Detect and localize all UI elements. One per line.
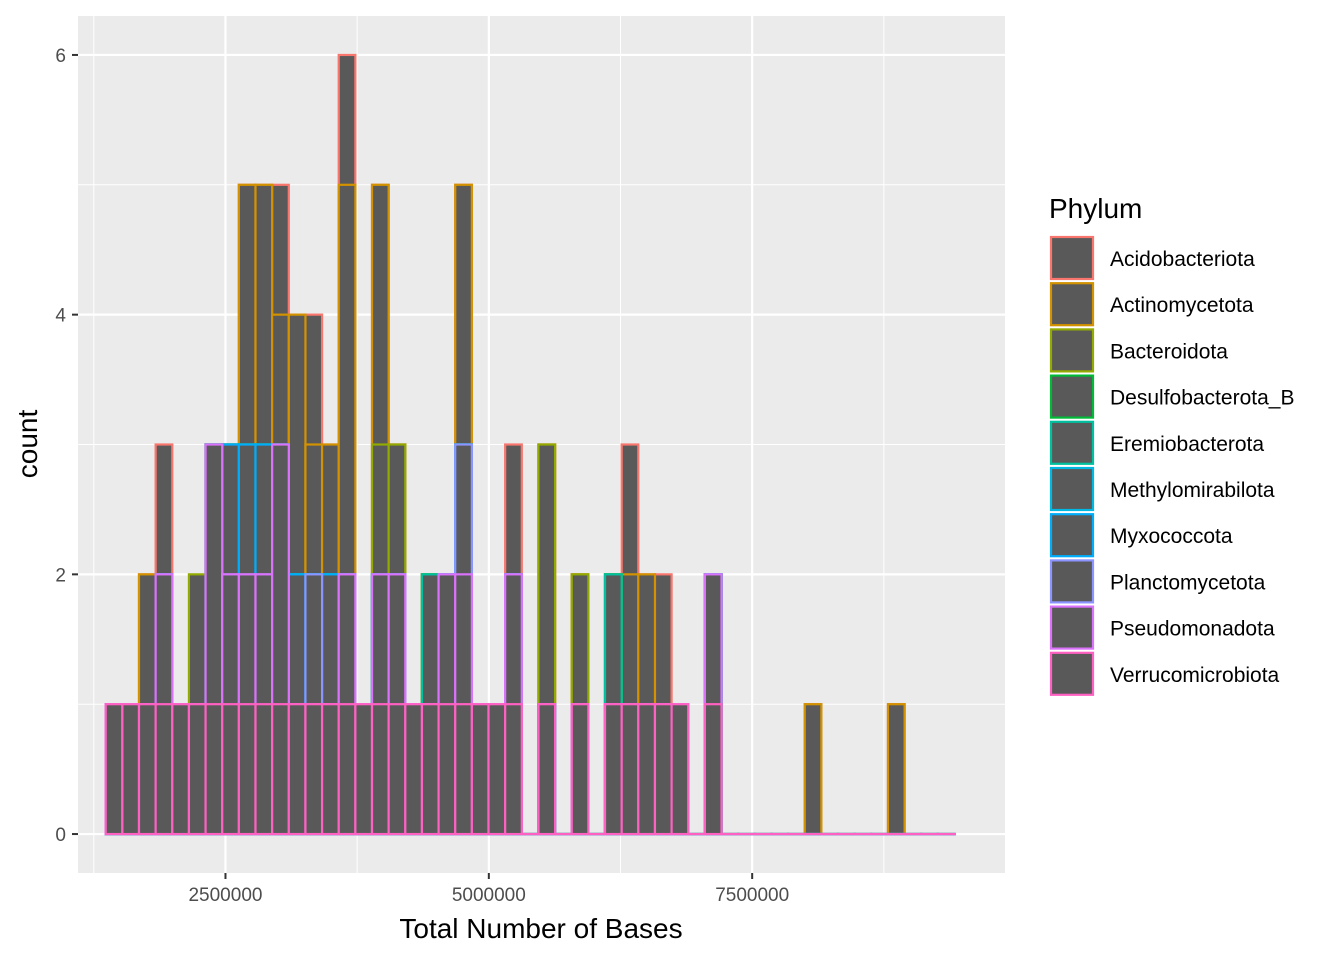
legend-label: Verrucomicrobiota — [1110, 664, 1280, 687]
y-axis-title: count — [12, 410, 43, 479]
histogram-bar — [570, 703, 590, 836]
histogram-bar — [237, 703, 257, 836]
histogram-bar — [620, 703, 640, 836]
histogram-bar — [387, 703, 407, 836]
legend-item: Pseudomonadota — [1049, 605, 1275, 650]
histogram-bar — [154, 703, 174, 836]
legend-item: Bacteroidota — [1049, 328, 1228, 373]
histogram-bar — [703, 703, 723, 836]
histogram-bar — [420, 703, 440, 836]
legend-label: Eremiobacterota — [1110, 433, 1264, 456]
x-tick-label: 7500000 — [715, 885, 789, 906]
legend-key — [1049, 374, 1095, 419]
histogram-bar — [603, 703, 623, 836]
histogram-bar — [137, 703, 157, 836]
legend-key — [1049, 420, 1095, 465]
legend-label: Actinomycetota — [1110, 294, 1254, 317]
histogram-bar — [370, 703, 390, 836]
x-tick-label: 5000000 — [452, 885, 526, 906]
legend-item: Verrucomicrobiota — [1049, 651, 1280, 696]
histogram-bar — [437, 703, 457, 836]
legend-label: Methylomirabilota — [1110, 479, 1275, 502]
legend-item: Myxococcota — [1049, 513, 1233, 558]
legend-item: Desulfobacterota_B — [1049, 374, 1294, 419]
histogram-bar — [221, 703, 240, 836]
legend-key — [1049, 651, 1095, 696]
legend-label: Planctomycetota — [1110, 571, 1266, 594]
histogram-bar — [320, 703, 340, 836]
histogram-bar — [803, 703, 823, 836]
histogram-bar — [653, 703, 673, 836]
legend-label: Bacteroidota — [1110, 340, 1228, 363]
legend-item: Planctomycetota — [1049, 559, 1266, 604]
histogram-bar — [354, 703, 374, 836]
histogram-bar — [104, 703, 124, 836]
histogram-bar — [337, 703, 357, 836]
histogram-bar — [454, 703, 473, 836]
histogram-bar — [470, 703, 490, 836]
y-tick-label: 0 — [55, 825, 66, 846]
histogram-bar — [886, 703, 906, 836]
legend-key — [1049, 605, 1095, 650]
legend-key — [1049, 328, 1095, 373]
legend-key — [1049, 235, 1095, 281]
legend: Phylum Acidobacteriota Actinomycetota Bact… — [1049, 193, 1294, 696]
legend-key — [1049, 513, 1095, 558]
legend-label: Pseudomonadota — [1110, 618, 1275, 641]
legend-key — [1049, 559, 1095, 604]
histogram-bar — [487, 703, 507, 836]
histogram-bar — [254, 703, 274, 836]
histogram-bars — [104, 53, 956, 836]
y-tick-label: 2 — [55, 565, 66, 586]
y-axis: 0 2 4 6 — [55, 46, 78, 846]
histogram-bar — [204, 703, 224, 836]
legend-item: Actinomycetota — [1049, 282, 1254, 327]
series-verrucomicrobiota — [104, 703, 956, 836]
histogram-bar — [171, 703, 191, 836]
legend-item: Acidobacteriota — [1049, 235, 1255, 281]
x-axis: 2500000 5000000 7500000 — [188, 873, 789, 906]
histogram-bar — [121, 703, 141, 836]
histogram-bar — [537, 703, 557, 836]
x-tick-label: 2500000 — [188, 885, 262, 906]
x-axis-title: Total Number of Bases — [399, 913, 682, 944]
legend-key — [1049, 466, 1095, 512]
histogram-bar — [271, 703, 290, 836]
histogram-bar — [670, 703, 690, 836]
legend-label: Desulfobacterota_B — [1110, 387, 1294, 410]
y-tick-label: 4 — [55, 306, 66, 327]
histogram-bar — [187, 703, 207, 836]
histogram-bar — [404, 703, 424, 836]
legend-title: Phylum — [1049, 193, 1142, 224]
legend-label: Myxococcota — [1110, 525, 1233, 548]
legend-item: Eremiobacterota — [1049, 420, 1264, 465]
y-tick-label: 6 — [55, 46, 66, 67]
histogram-bar — [637, 703, 657, 836]
legend-key — [1049, 282, 1095, 327]
histogram-bar — [504, 703, 523, 836]
legend-label: Acidobacteriota — [1110, 248, 1255, 271]
histogram-bar — [304, 703, 324, 836]
histogram-bar — [287, 703, 307, 836]
legend-item: Methylomirabilota — [1049, 466, 1275, 512]
